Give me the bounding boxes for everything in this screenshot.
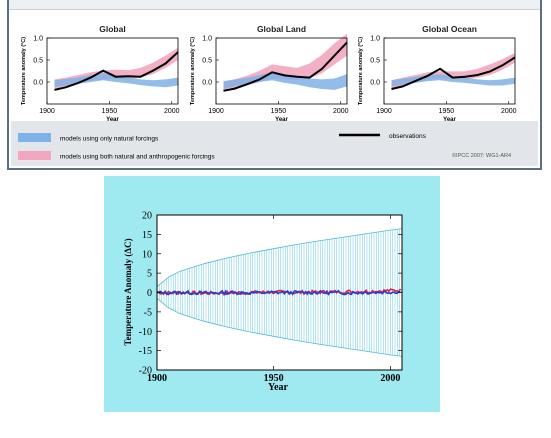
x-tick-label: 1900 — [208, 108, 224, 115]
chart-title: Global Land — [257, 24, 306, 34]
chart-title: Global Ocean — [422, 24, 477, 34]
x-tick-label: 1950 — [102, 108, 118, 115]
ipcc-charts: 1.0 0.5 0.0 1900 1950 2000 Global Year Temperatu… — [18, 24, 517, 161]
y-tick-label: -20 — [139, 366, 152, 377]
legend-natural-swatch — [18, 133, 51, 142]
legend-anthro-swatch — [18, 151, 51, 160]
x-tick-label: 1950 — [439, 108, 455, 115]
y-tick-label: 20 — [142, 211, 152, 222]
x-tick-label: 2000 — [333, 108, 349, 115]
y-tick-label: 0.5 — [33, 58, 43, 65]
x-tick-label: 1900 — [39, 108, 55, 115]
y-tick-label: 0.0 — [33, 80, 43, 87]
y-tick-label: 1.0 — [370, 36, 380, 43]
y-tick-label: 1.0 — [202, 36, 212, 43]
y-tick-label: 0.5 — [370, 58, 380, 65]
chart-border — [383, 37, 516, 105]
y-tick-label: 0 — [147, 288, 152, 299]
legend-observations-label: observations — [389, 133, 427, 140]
x-axis-label: Year — [443, 117, 456, 123]
y-tick-label: 1.0 — [33, 36, 43, 43]
blue-series-line — [156, 289, 401, 297]
x-tick-label: 1950 — [264, 373, 284, 384]
x-axis-label: Year — [275, 117, 288, 123]
observations-line — [391, 56, 516, 90]
panel-top-band — [9, 0, 540, 10]
y-tick-label: 10 — [142, 249, 152, 260]
natural-forcing-band — [54, 73, 178, 88]
x-tick-label: 2000 — [380, 373, 400, 384]
ipcc-credit: ©IPCC 2007: WG1-AR4 — [452, 152, 511, 159]
band-upper-edge — [156, 228, 403, 288]
x-axis-label: Year — [106, 117, 119, 123]
y-tick-label: 15 — [142, 230, 152, 241]
legend-natural-label: models using only natural forcings — [60, 136, 159, 143]
x-tick-label: 2000 — [164, 108, 180, 115]
x-tick-label: 2000 — [501, 108, 517, 115]
chart-title: Global — [99, 24, 125, 34]
y-tick-label: 0.5 — [202, 58, 212, 65]
y-axis-label: Temperature anomaly (°C) — [358, 37, 364, 105]
y-tick-label: -15 — [139, 346, 152, 357]
y-tick-label: -10 — [139, 327, 152, 338]
natural-forcing-band — [223, 72, 347, 90]
x-tick-label: 1950 — [271, 108, 287, 115]
observations-line — [223, 41, 348, 92]
legend-strip — [11, 121, 538, 166]
y-tick-label: -5 — [144, 307, 152, 318]
chart-1: 1.0 0.5 0.0 1900 1950 2000 Global Land Year Temp… — [190, 24, 349, 123]
chart-0: 1.0 0.5 0.0 1900 1950 2000 Global Year Temperatu… — [21, 24, 180, 123]
legend-anthro-label: models using both natural and anthropoge… — [60, 154, 215, 161]
y-tick-label: 0.0 — [370, 80, 380, 87]
observations-line — [54, 51, 179, 91]
x-tick-label: 1900 — [376, 108, 392, 115]
bottom-y-axis-label: Temperature Anomaly (ΔC) — [123, 238, 133, 345]
chart-border — [215, 37, 348, 105]
y-tick-label: 5 — [147, 269, 152, 280]
x-tick-label: 1900 — [147, 373, 167, 384]
y-axis-label: Temperature anomaly (°C) — [190, 37, 196, 105]
bottom-x-axis-label: Year — [268, 382, 289, 393]
y-tick-label: 0.0 — [202, 80, 212, 87]
band-lower-edge — [156, 297, 403, 357]
chart-border — [46, 37, 179, 105]
chart-2: 1.0 0.5 0.0 1900 1950 2000 Global Ocean Year Tem… — [358, 24, 517, 123]
y-axis-label: Temperature anomaly (°C) — [21, 37, 27, 105]
